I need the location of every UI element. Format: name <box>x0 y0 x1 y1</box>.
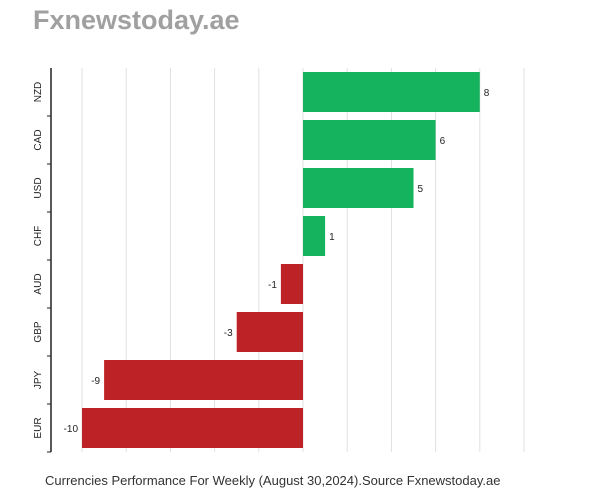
data-label-eur: -10 <box>64 424 79 435</box>
data-label-jpy: -9 <box>91 376 100 387</box>
category-label-chf: CHF <box>33 226 44 247</box>
bar-chf <box>303 216 326 256</box>
bar-eur <box>82 408 303 448</box>
bar-nzd <box>303 72 480 112</box>
bar-gbp <box>236 312 303 352</box>
category-label-cad: CAD <box>33 129 44 150</box>
data-label-nzd: 8 <box>484 88 490 99</box>
data-label-aud: -1 <box>268 280 277 291</box>
bars: 8 6 5 1 -1 -3 -9 -10 <box>64 72 490 448</box>
bar-aud <box>280 264 303 304</box>
chart-title: Fxnewstoday.ae <box>33 5 240 35</box>
category-axis: NZD CAD USD CHF AUD GBP JPY EUR <box>33 68 52 453</box>
chart-caption: Currencies Performance For Weekly (Augus… <box>45 473 501 488</box>
category-label-aud: AUD <box>33 273 44 294</box>
bar-usd <box>303 168 414 208</box>
data-label-usd: 5 <box>418 184 424 195</box>
category-label-jpy: JPY <box>33 371 44 390</box>
data-label-cad: 6 <box>440 136 446 147</box>
data-label-gbp: -3 <box>224 328 233 339</box>
bar-cad <box>303 120 436 160</box>
category-label-eur: EUR <box>33 417 44 438</box>
category-label-usd: USD <box>33 177 44 198</box>
category-label-gbp: GBP <box>33 321 44 342</box>
data-label-chf: 1 <box>329 232 335 243</box>
bar-jpy <box>104 360 303 400</box>
category-label-nzd: NZD <box>33 82 44 103</box>
